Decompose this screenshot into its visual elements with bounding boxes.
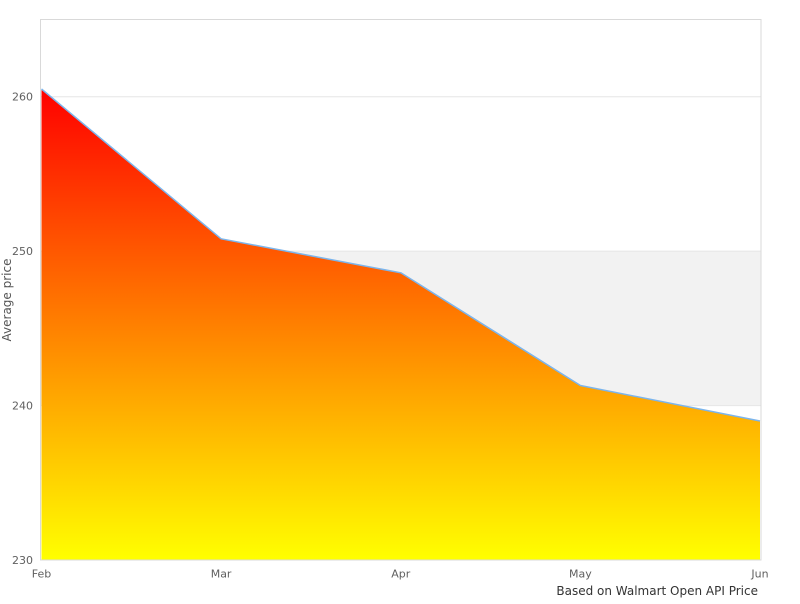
x-tick-label: Jun [750,568,768,581]
y-tick-label: 250 [12,245,33,258]
x-tick-label: Apr [391,568,411,581]
plot-border [40,19,762,561]
y-tick-label: 230 [12,554,33,567]
chart-caption: Based on Walmart Open API Price [556,584,758,598]
x-axis-labels: Feb Mar Apr May Jun [32,568,769,581]
x-tick-label: May [569,568,592,581]
y-axis-title: Average price [0,259,14,342]
y-tick-label: 240 [12,400,33,413]
series-line [41,88,761,422]
y-tick-label: 260 [12,91,33,104]
series-area[interactable] [41,89,761,560]
x-tick-label: Mar [211,568,232,581]
y-axis-labels: 230 240 250 260 [12,91,33,567]
x-tick-label: Feb [32,568,51,581]
